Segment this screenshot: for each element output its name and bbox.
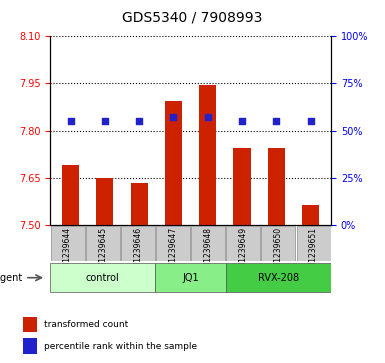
Bar xyxy=(296,226,331,261)
Bar xyxy=(62,165,79,225)
Text: GSM1239646: GSM1239646 xyxy=(133,227,142,278)
Bar xyxy=(96,178,114,225)
Point xyxy=(136,118,142,124)
Bar xyxy=(302,205,319,225)
Text: percentile rank within the sample: percentile rank within the sample xyxy=(44,342,197,351)
Text: GSM1239651: GSM1239651 xyxy=(309,227,318,278)
Text: RVX-208: RVX-208 xyxy=(258,273,299,283)
Text: GSM1239649: GSM1239649 xyxy=(239,227,248,278)
Point xyxy=(205,115,211,121)
Point xyxy=(67,118,74,124)
Bar xyxy=(191,226,225,261)
Text: JQ1: JQ1 xyxy=(182,273,199,283)
Bar xyxy=(50,226,85,261)
Point xyxy=(102,118,108,124)
Point xyxy=(273,118,280,124)
Bar xyxy=(131,183,148,225)
Bar xyxy=(86,226,120,261)
Bar xyxy=(50,263,156,293)
Text: GDS5340 / 7908993: GDS5340 / 7908993 xyxy=(122,11,263,25)
Bar xyxy=(261,226,295,261)
Text: GSM1239645: GSM1239645 xyxy=(98,227,107,278)
Bar xyxy=(226,263,331,293)
Bar xyxy=(23,338,37,354)
Point xyxy=(239,118,245,124)
Point xyxy=(170,115,176,121)
Text: control: control xyxy=(86,273,120,283)
Bar xyxy=(233,148,251,225)
Bar xyxy=(199,85,216,225)
Text: GSM1239648: GSM1239648 xyxy=(204,227,213,278)
Text: transformed count: transformed count xyxy=(44,320,128,329)
Bar xyxy=(165,101,182,225)
Bar xyxy=(268,148,285,225)
Bar xyxy=(121,226,155,261)
Bar xyxy=(156,226,190,261)
Text: GSM1239644: GSM1239644 xyxy=(63,227,72,278)
Text: agent: agent xyxy=(0,273,22,283)
Bar xyxy=(226,226,260,261)
Bar xyxy=(156,263,226,293)
Text: GSM1239647: GSM1239647 xyxy=(169,227,177,278)
Text: GSM1239650: GSM1239650 xyxy=(274,227,283,278)
Bar xyxy=(23,317,37,332)
Point xyxy=(308,118,314,124)
